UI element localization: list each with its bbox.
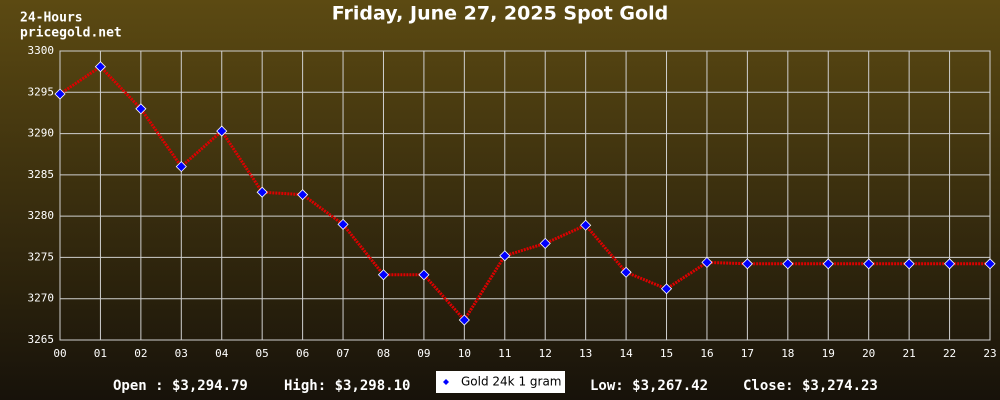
x-tick-label: 04: [215, 347, 229, 360]
x-tick-label: 15: [660, 347, 673, 360]
x-tick-label: 23: [983, 347, 996, 360]
data-point: [297, 189, 309, 201]
y-tick-label: 3290: [28, 127, 55, 140]
chart-title: Friday, June 27, 2025 Spot Gold: [332, 3, 668, 25]
y-tick-label: 3280: [28, 209, 55, 222]
data-point: [984, 258, 996, 270]
x-tick-label: 22: [943, 347, 956, 360]
data-point: [175, 161, 187, 173]
x-tick-label: 19: [822, 347, 835, 360]
x-tick-label: 13: [579, 347, 592, 360]
y-tick-label: 3270: [28, 292, 55, 305]
x-tick-label: 21: [903, 347, 916, 360]
y-tick-label: 3295: [28, 85, 55, 98]
data-point: [741, 258, 753, 270]
data-point: [94, 61, 107, 73]
data-point: [216, 125, 228, 137]
y-tick-label: 3265: [28, 333, 55, 346]
data-point: [539, 237, 551, 249]
data-point: [660, 283, 673, 295]
data-point: [135, 103, 147, 115]
x-tick-label: 02: [134, 347, 147, 360]
x-tick-label: 11: [498, 347, 511, 360]
data-point: [580, 219, 592, 231]
x-tick-label: 01: [94, 347, 107, 360]
data-point: [701, 256, 713, 268]
y-tick-label: 3300: [28, 44, 55, 57]
stat-text: Low: $3,267.42: [590, 378, 708, 394]
data-point: [54, 88, 66, 100]
x-tick-label: 20: [862, 347, 875, 360]
x-tick-label: 12: [539, 347, 552, 360]
data-point: [418, 269, 430, 281]
data-point: [337, 218, 349, 230]
x-tick-label: 07: [336, 347, 349, 360]
x-tick-label: 09: [417, 347, 430, 360]
legend-marker: [443, 379, 449, 385]
x-tick-label: 17: [741, 347, 754, 360]
series-line: [59, 64, 990, 323]
x-tick-label: 14: [619, 347, 633, 360]
x-tick-label: 06: [296, 347, 309, 360]
stat-text: Open : $3,294.79: [113, 378, 248, 394]
data-point: [943, 258, 956, 270]
data-point: [620, 266, 632, 278]
x-tick-label: 03: [175, 347, 188, 360]
legend-box: [436, 371, 565, 393]
y-tick-label: 3285: [28, 168, 55, 181]
x-tick-label: 00: [53, 347, 66, 360]
data-point: [256, 186, 268, 198]
data-point: [863, 258, 875, 270]
data-point: [903, 258, 915, 270]
data-point: [377, 269, 390, 281]
x-tick-label: 05: [256, 347, 269, 360]
source: pricegold.net: [20, 26, 122, 41]
x-tick-label: 16: [700, 347, 713, 360]
x-tick-label: 08: [377, 347, 390, 360]
x-tick-label: 18: [781, 347, 794, 360]
stat-text: Close: $3,274.23: [743, 378, 878, 394]
data-point: [822, 258, 834, 270]
stat-text: High: $3,298.10: [284, 378, 410, 394]
data-point: [782, 258, 794, 270]
x-tick-label: 10: [458, 347, 471, 360]
legend-label: Gold 24k 1 gram: [461, 375, 561, 389]
subtitle: 24-Hours: [20, 11, 83, 26]
data-point: [499, 250, 511, 262]
y-tick-label: 3275: [28, 250, 55, 263]
data-point: [458, 314, 470, 326]
